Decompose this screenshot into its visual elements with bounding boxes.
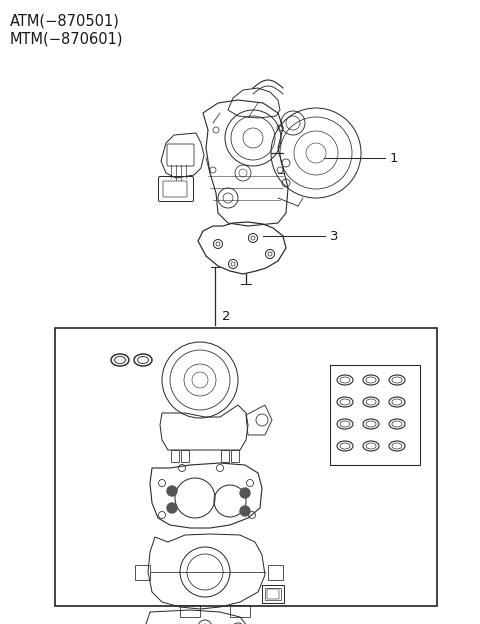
Bar	[265, 588, 281, 600]
Circle shape	[240, 506, 250, 516]
Bar	[230, 605, 250, 617]
Text: 2: 2	[222, 311, 230, 323]
Circle shape	[167, 503, 177, 513]
Bar	[330, 365, 420, 465]
Bar	[262, 585, 284, 603]
Bar	[231, 450, 239, 462]
Text: ATM(−870501): ATM(−870501)	[10, 14, 120, 29]
Circle shape	[240, 488, 250, 498]
Bar	[171, 450, 179, 462]
Bar	[181, 450, 189, 462]
Bar	[180, 605, 200, 617]
Text: MTM(−870601): MTM(−870601)	[10, 32, 123, 47]
Bar	[55, 328, 437, 606]
Circle shape	[167, 486, 177, 496]
Bar	[268, 565, 283, 580]
Bar	[221, 450, 229, 462]
Bar	[135, 565, 150, 580]
Text: 3: 3	[330, 230, 338, 243]
Text: 1: 1	[390, 152, 398, 165]
